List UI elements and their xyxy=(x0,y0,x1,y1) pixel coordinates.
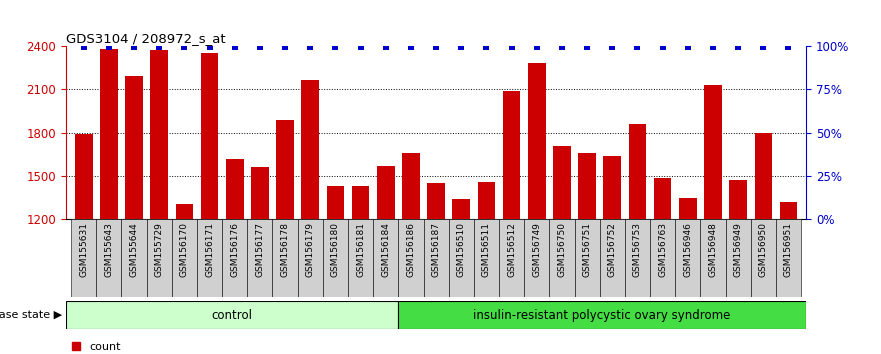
Bar xyxy=(298,219,322,297)
Text: GSM155643: GSM155643 xyxy=(104,222,114,277)
Bar xyxy=(625,219,650,297)
Bar xyxy=(675,219,700,297)
Bar xyxy=(146,219,172,297)
Text: GSM155729: GSM155729 xyxy=(155,222,164,277)
Bar xyxy=(729,181,747,219)
Text: GSM156510: GSM156510 xyxy=(456,222,466,277)
Text: GSM156753: GSM156753 xyxy=(633,222,642,277)
Text: GSM156179: GSM156179 xyxy=(306,222,315,277)
Bar xyxy=(201,53,218,219)
Text: GSM156751: GSM156751 xyxy=(582,222,592,277)
Text: GSM156946: GSM156946 xyxy=(684,222,692,277)
Text: GSM156511: GSM156511 xyxy=(482,222,491,277)
Bar xyxy=(679,198,697,219)
Text: GSM156180: GSM156180 xyxy=(331,222,340,277)
Text: disease state ▶: disease state ▶ xyxy=(0,310,62,320)
Bar xyxy=(222,219,248,297)
Text: GSM155644: GSM155644 xyxy=(130,222,138,276)
Bar xyxy=(600,219,625,297)
Bar xyxy=(352,186,369,219)
Bar xyxy=(197,219,222,297)
Bar xyxy=(151,50,168,219)
Text: GDS3104 / 208972_s_at: GDS3104 / 208972_s_at xyxy=(66,32,226,45)
Bar xyxy=(654,178,671,219)
Bar xyxy=(377,166,395,219)
Bar xyxy=(251,167,269,219)
Bar xyxy=(780,202,797,219)
Bar xyxy=(776,219,801,297)
Bar xyxy=(125,76,143,219)
Bar xyxy=(474,219,499,297)
Bar xyxy=(528,63,545,219)
Bar xyxy=(550,219,574,297)
Bar xyxy=(175,204,193,219)
Text: GSM156749: GSM156749 xyxy=(532,222,541,277)
Bar xyxy=(650,219,675,297)
Text: GSM156949: GSM156949 xyxy=(734,222,743,277)
Bar xyxy=(478,182,495,219)
Bar xyxy=(704,85,722,219)
Bar xyxy=(172,219,197,297)
Text: GSM156948: GSM156948 xyxy=(708,222,717,277)
Bar xyxy=(754,133,772,219)
Bar xyxy=(277,120,294,219)
Bar xyxy=(96,219,122,297)
Text: GSM156171: GSM156171 xyxy=(205,222,214,277)
Bar xyxy=(503,91,521,219)
Bar xyxy=(226,159,243,219)
Bar xyxy=(348,219,374,297)
Text: GSM156177: GSM156177 xyxy=(255,222,264,277)
Text: GSM156950: GSM156950 xyxy=(759,222,768,277)
Text: GSM155631: GSM155631 xyxy=(79,222,88,277)
Text: GSM156750: GSM156750 xyxy=(558,222,566,277)
Bar xyxy=(66,301,398,329)
Bar xyxy=(453,199,470,219)
Text: GSM156181: GSM156181 xyxy=(356,222,365,277)
Text: GSM156176: GSM156176 xyxy=(230,222,240,277)
Bar xyxy=(301,80,319,219)
Bar xyxy=(629,124,647,219)
Bar xyxy=(424,219,448,297)
Bar xyxy=(603,156,621,219)
Text: GSM156512: GSM156512 xyxy=(507,222,516,277)
Bar xyxy=(574,219,600,297)
Bar xyxy=(726,219,751,297)
Text: insulin-resistant polycystic ovary syndrome: insulin-resistant polycystic ovary syndr… xyxy=(473,309,730,321)
Bar xyxy=(100,49,118,219)
Bar xyxy=(327,186,344,219)
Bar xyxy=(524,219,550,297)
Text: GSM156187: GSM156187 xyxy=(432,222,440,277)
Text: GSM156178: GSM156178 xyxy=(280,222,290,277)
Bar xyxy=(448,219,474,297)
Bar xyxy=(398,219,424,297)
Bar xyxy=(398,301,806,329)
Bar xyxy=(248,219,272,297)
Bar xyxy=(71,219,96,297)
Text: GSM156951: GSM156951 xyxy=(784,222,793,277)
Bar xyxy=(499,219,524,297)
Bar xyxy=(700,219,726,297)
Text: GSM156184: GSM156184 xyxy=(381,222,390,277)
Text: control: control xyxy=(211,309,253,321)
Bar xyxy=(75,134,93,219)
Bar xyxy=(751,219,776,297)
Legend: count, percentile rank within the sample: count, percentile rank within the sample xyxy=(71,342,278,354)
Bar xyxy=(553,146,571,219)
Text: GSM156170: GSM156170 xyxy=(180,222,189,277)
Bar xyxy=(322,219,348,297)
Bar xyxy=(374,219,398,297)
Bar xyxy=(578,153,596,219)
Bar xyxy=(427,183,445,219)
Text: GSM156186: GSM156186 xyxy=(406,222,416,277)
Text: GSM156763: GSM156763 xyxy=(658,222,667,277)
Bar xyxy=(272,219,298,297)
Bar xyxy=(402,153,419,219)
Text: GSM156752: GSM156752 xyxy=(608,222,617,277)
Bar xyxy=(122,219,146,297)
